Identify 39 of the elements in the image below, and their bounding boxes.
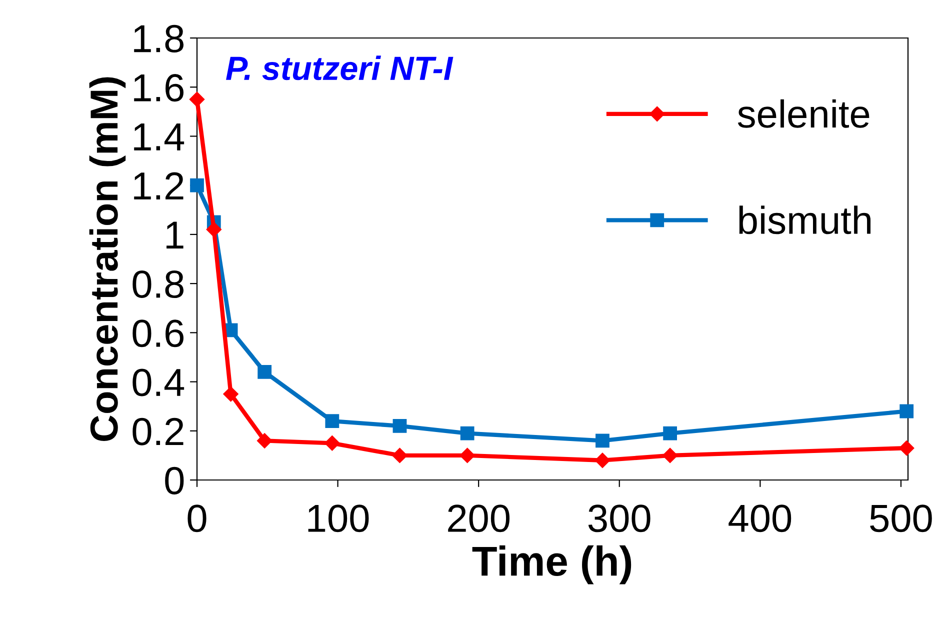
y-tick-label: 1.2 <box>134 172 184 200</box>
x-tick-label: 100 <box>308 504 369 532</box>
point <box>594 452 610 468</box>
y-tick-label: 0.2 <box>132 418 184 446</box>
x-tick-label: 300 <box>588 504 650 532</box>
point <box>392 448 408 464</box>
y-tick-label: 0 <box>165 466 184 494</box>
legend-label: bismuth <box>739 206 870 234</box>
x-tick-label: 0 <box>188 504 206 532</box>
point <box>190 178 204 192</box>
point <box>258 365 272 379</box>
y-tick-label: 1.4 <box>134 124 184 150</box>
y-tick-label: 0.6 <box>132 320 184 348</box>
point <box>392 419 407 433</box>
x-axis-title: Time (h) <box>472 545 632 584</box>
x-tick-label: 200 <box>448 504 510 532</box>
point <box>899 440 914 456</box>
point <box>460 448 475 464</box>
y-tick-label: 0.8 <box>132 270 184 298</box>
point <box>662 448 678 464</box>
y-tick-label: 0.4 <box>132 368 184 396</box>
legend-label: selenite <box>738 99 870 128</box>
point <box>460 426 474 440</box>
x-tick-label: 500 <box>870 504 932 532</box>
point <box>257 433 272 448</box>
point <box>206 222 222 238</box>
x-tick-label: 400 <box>728 504 792 532</box>
y-tick-label: 1.8 <box>134 24 184 52</box>
point <box>900 404 914 418</box>
y-tick-label: 1 <box>166 222 184 249</box>
point <box>223 386 238 402</box>
point <box>324 436 340 451</box>
y-axis-title: Concentration (mM) <box>89 77 126 442</box>
annotation: P. stutzeri NT-I <box>226 56 454 80</box>
y-tick-label: 1.6 <box>134 74 184 102</box>
point <box>596 434 610 448</box>
point <box>189 92 205 107</box>
point <box>325 414 340 428</box>
point <box>663 426 678 440</box>
